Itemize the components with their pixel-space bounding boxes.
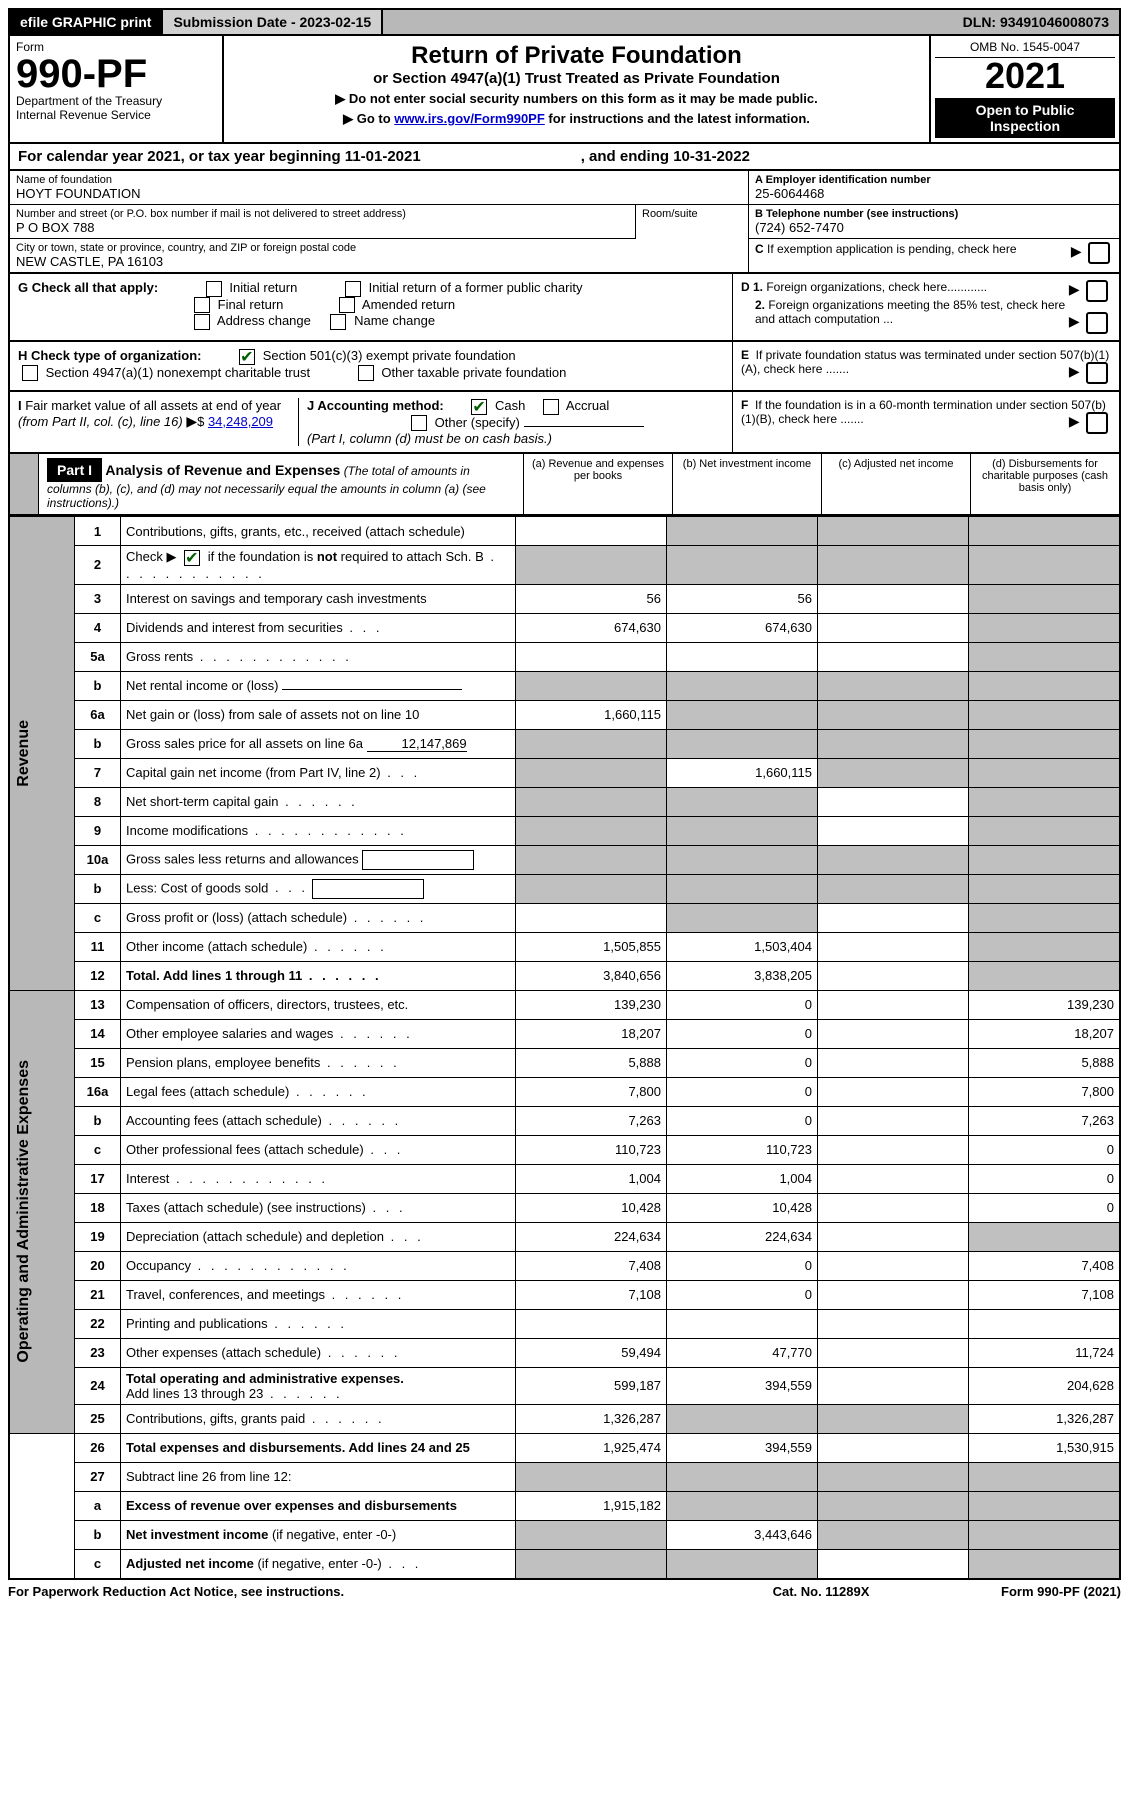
tax-year: 2021 — [935, 58, 1115, 94]
terminated-checkbox[interactable] — [1086, 362, 1108, 384]
accrual-checkbox[interactable] — [543, 399, 559, 415]
form-subtitle: or Section 4947(a)(1) Trust Treated as P… — [230, 70, 923, 87]
footer-left: For Paperwork Reduction Act Notice, see … — [8, 1584, 721, 1599]
col-a-header: (a) Revenue and expenses per books — [523, 454, 672, 514]
4947a1-checkbox[interactable] — [22, 365, 38, 381]
top-bar: efile GRAPHIC print Submission Date - 20… — [8, 8, 1121, 36]
address-label: Number and street (or P.O. box number if… — [16, 208, 629, 220]
501c3-checkbox[interactable] — [239, 349, 255, 365]
other-method-checkbox[interactable] — [411, 415, 427, 431]
ein-value: 25-6064468 — [755, 186, 1113, 201]
part1-badge: Part I — [47, 458, 102, 482]
check-section-g: G Check all that apply: Initial return I… — [8, 274, 1121, 342]
expenses-side-label: Operating and Administrative Expenses — [15, 1060, 33, 1363]
room-suite-label: Room/suite — [636, 205, 748, 239]
instruction-1: ▶ Do not enter social security numbers o… — [230, 91, 923, 107]
address-value: P O BOX 788 — [16, 220, 629, 235]
address-change-checkbox[interactable] — [194, 314, 210, 330]
calendar-year-row: For calendar year 2021, or tax year begi… — [8, 144, 1121, 171]
instruction-2: ▶ Go to www.irs.gov/Form990PF for instru… — [230, 111, 923, 127]
check-section-ij: I Fair market value of all assets at end… — [8, 392, 1121, 454]
exemption-checkbox[interactable] — [1088, 242, 1110, 264]
check-section-h: H Check type of organization: Section 50… — [8, 342, 1121, 392]
exemption-label: C If exemption application is pending, c… — [755, 242, 1017, 256]
form-number: 990-PF — [16, 54, 216, 94]
schb-checkbox[interactable] — [184, 550, 200, 566]
form-header: Form 990-PF Department of the Treasury I… — [8, 36, 1121, 144]
city-label: City or town, state or province, country… — [16, 242, 742, 254]
dept-treasury: Department of the Treasury — [16, 94, 216, 108]
ein-label: A Employer identification number — [755, 174, 1113, 186]
efile-print-button[interactable]: efile GRAPHIC print — [10, 10, 161, 34]
cash-checkbox[interactable] — [471, 399, 487, 415]
final-return-checkbox[interactable] — [194, 297, 210, 313]
revenue-side-label: Revenue — [15, 720, 33, 787]
part1-header-row: Part I Analysis of Revenue and Expenses … — [8, 454, 1121, 516]
foundation-info: Name of foundation HOYT FOUNDATION Numbe… — [8, 171, 1121, 274]
60month-checkbox[interactable] — [1086, 412, 1108, 434]
open-public-badge: Open to Public Inspection — [935, 98, 1115, 138]
fmv-link[interactable]: 34,248,209 — [208, 414, 273, 429]
dln-number: DLN: 93491046008073 — [953, 10, 1119, 34]
footer-form: Form 990-PF (2021) — [921, 1584, 1121, 1599]
foundation-name: HOYT FOUNDATION — [16, 186, 742, 201]
col-c-header: (c) Adjusted net income — [821, 454, 970, 514]
dept-irs: Internal Revenue Service — [16, 108, 216, 122]
other-taxable-checkbox[interactable] — [358, 365, 374, 381]
initial-former-checkbox[interactable] — [345, 281, 361, 297]
phone-label: B Telephone number (see instructions) — [755, 208, 1113, 220]
amended-return-checkbox[interactable] — [339, 297, 355, 313]
form-title: Return of Private Foundation — [230, 42, 923, 70]
page-footer: For Paperwork Reduction Act Notice, see … — [8, 1580, 1121, 1603]
city-value: NEW CASTLE, PA 16103 — [16, 254, 742, 269]
col-b-header: (b) Net investment income — [672, 454, 821, 514]
footer-cat: Cat. No. 11289X — [721, 1584, 921, 1599]
initial-return-checkbox[interactable] — [206, 281, 222, 297]
submission-date: Submission Date - 2023-02-15 — [161, 10, 383, 34]
phone-value: (724) 652-7470 — [755, 220, 1113, 235]
name-change-checkbox[interactable] — [330, 314, 346, 330]
analysis-table: Revenue 1Contributions, gifts, grants, e… — [8, 516, 1121, 1580]
name-label: Name of foundation — [16, 174, 742, 186]
irs-link[interactable]: www.irs.gov/Form990PF — [394, 111, 545, 126]
foreign-org-checkbox[interactable] — [1086, 280, 1108, 302]
col-d-header: (d) Disbursements for charitable purpose… — [970, 454, 1119, 514]
foreign-85-checkbox[interactable] — [1086, 312, 1108, 334]
